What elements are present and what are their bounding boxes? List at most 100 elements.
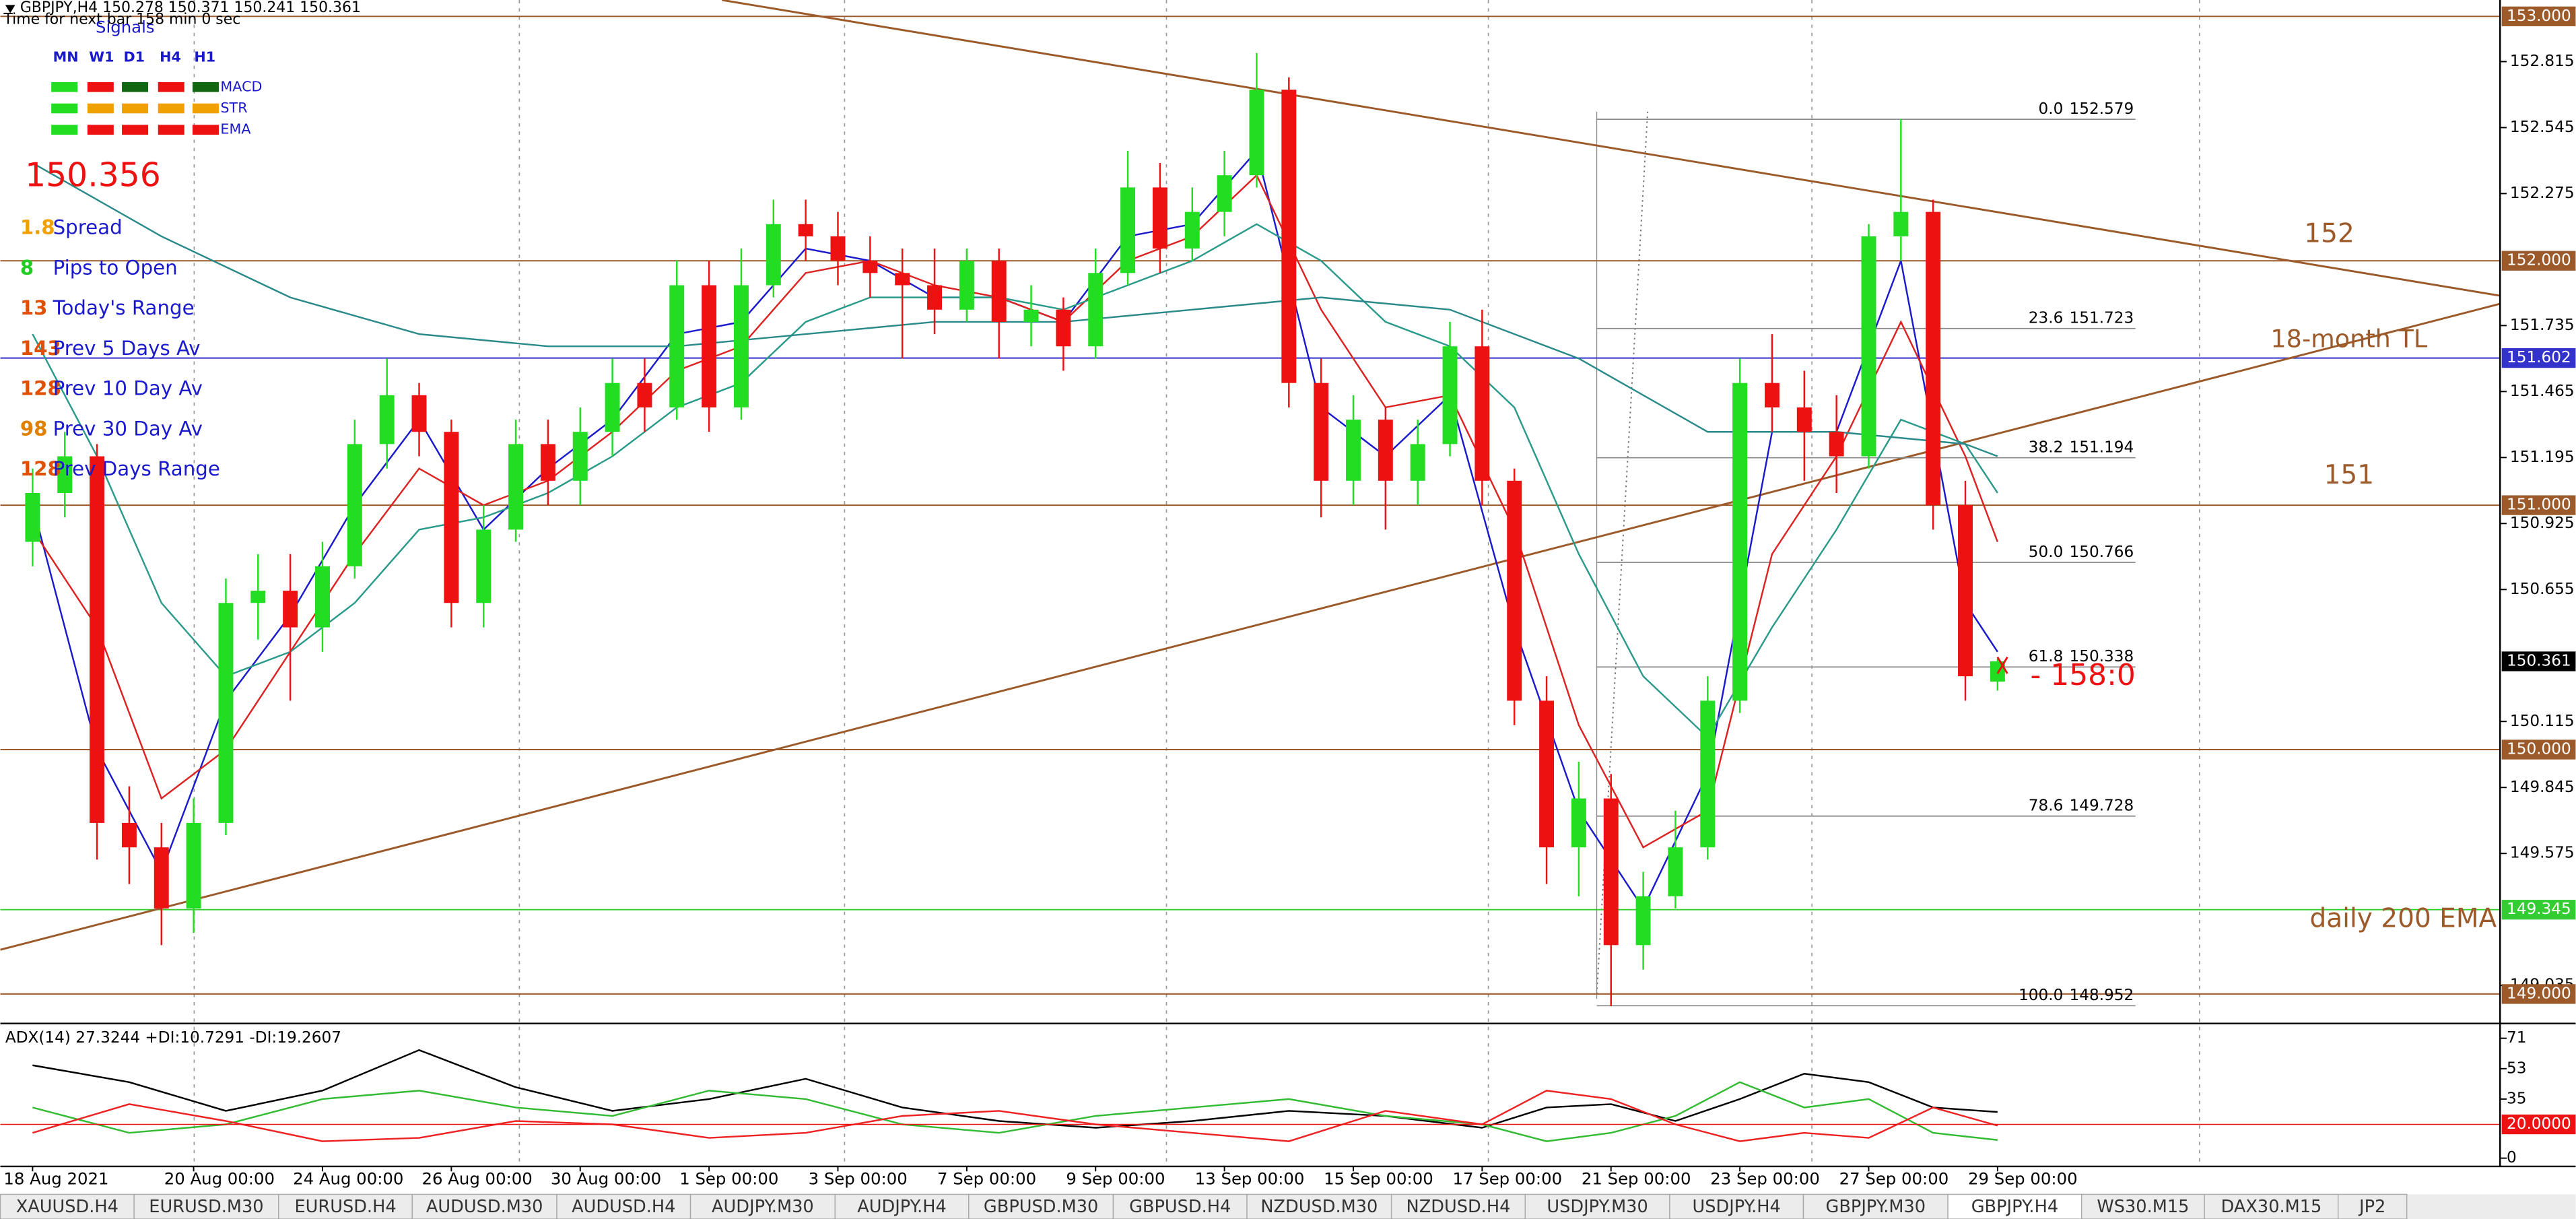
tab[interactable]: [411, 1193, 557, 1219]
price-box: [2501, 495, 2576, 515]
x-tick-label: 21 Sep 00:00: [1582, 1168, 1691, 1188]
x-tick-label: 29 Sep 00:00: [1968, 1168, 2078, 1188]
candle-body: [1635, 896, 1651, 946]
candle-body: [1603, 798, 1619, 946]
tab-label[interactable]: NZDUSD.H4: [1406, 1197, 1511, 1217]
candle-body: [1796, 407, 1812, 432]
tab-label[interactable]: NZDUSD.M30: [1260, 1197, 1378, 1217]
tab[interactable]: [1390, 1193, 1526, 1219]
bar-timer: Time for next bar 158 min 0 sec: [3, 11, 240, 28]
tab-label[interactable]: GBPUSD.M30: [984, 1197, 1098, 1217]
candle-body: [669, 285, 685, 407]
tab[interactable]: [968, 1193, 1114, 1219]
info-value: 1.8: [20, 216, 55, 239]
tab[interactable]: [834, 1193, 970, 1219]
tab[interactable]: [689, 1193, 836, 1219]
candle-body: [540, 444, 555, 481]
tab[interactable]: [1669, 1193, 1804, 1219]
info-label: Prev 30 Day Av: [53, 417, 203, 440]
y-tick-label: 0: [2507, 1148, 2517, 1166]
x-tick-label: 9 Sep 00:00: [1066, 1168, 1165, 1188]
candle-body: [1732, 383, 1748, 701]
info-value: 13: [20, 296, 48, 319]
tab-label[interactable]: JP2: [2358, 1197, 2385, 1217]
price-box: [2501, 900, 2576, 920]
indicator-title: ADX(14) 27.3244 +DI:10.7291 -DI:19.2607: [5, 1028, 341, 1047]
candle-body: [1861, 236, 1876, 457]
candle-body: [798, 224, 813, 236]
indicator-line: [32, 1081, 1998, 1142]
x-tick-label: 18 Aug 2021: [3, 1168, 108, 1188]
info-label: Prev 5 Days Av: [53, 337, 201, 360]
candle-body: [1926, 211, 1941, 506]
candle-body: [572, 432, 588, 481]
candle-body: [1410, 444, 1425, 481]
candle-body: [186, 822, 201, 909]
y-tick-label: 150.655: [2510, 580, 2575, 598]
candle-body: [508, 444, 524, 530]
tab[interactable]: [1524, 1193, 1670, 1219]
tab-label[interactable]: XAUUSD.H4: [16, 1197, 118, 1217]
price-box-label: 149.345: [2507, 900, 2571, 918]
signal-cell: [122, 81, 149, 92]
candle-body: [605, 383, 620, 432]
signal-cell: [87, 125, 114, 135]
tab-label[interactable]: GBPUSD.H4: [1129, 1197, 1231, 1217]
fib-ratio: 78.6: [2029, 797, 2064, 815]
price-box-label: 150.361: [2507, 652, 2571, 670]
tab-label[interactable]: EURUSD.H4: [294, 1197, 396, 1217]
info-value: 8: [20, 256, 34, 279]
tab-label[interactable]: AUDJPY.H4: [857, 1197, 947, 1217]
tab-label[interactable]: DAX30.M15: [2221, 1197, 2322, 1217]
tab[interactable]: [2337, 1193, 2408, 1219]
info-label: Spread: [53, 216, 123, 239]
annotation: 152: [2304, 218, 2354, 249]
signal-cell: [158, 103, 184, 114]
candle-body: [1958, 505, 1973, 677]
candle-body: [1281, 90, 1297, 383]
tab-active[interactable]: [1947, 1193, 2082, 1219]
signal-name: STR: [220, 100, 247, 116]
info-value: 128: [20, 377, 61, 400]
tab-label[interactable]: AUDJPY.M30: [712, 1197, 814, 1217]
price-box: [2501, 251, 2576, 271]
tab[interactable]: [1112, 1193, 1248, 1219]
y-tick-label: 71: [2507, 1028, 2526, 1047]
signal-column: MN: [53, 48, 79, 65]
price-box-label: 151.000: [2507, 496, 2571, 514]
y-tick-label: 53: [2507, 1059, 2526, 1077]
tab[interactable]: [2080, 1193, 2205, 1219]
tab[interactable]: [278, 1193, 413, 1219]
candle-body: [347, 444, 362, 566]
tab-label[interactable]: GBPJPY.H4: [1971, 1197, 2058, 1217]
signal-cell: [87, 103, 114, 114]
signals-title: Signals: [96, 17, 155, 36]
menu-arrow[interactable]: [5, 5, 15, 13]
price-box-label: 149.000: [2507, 984, 2571, 1002]
tab-label[interactable]: GBPJPY.M30: [1826, 1197, 1926, 1217]
candle-body: [121, 822, 137, 848]
signal-cell: [51, 103, 78, 114]
x-tick-label: 13 Sep 00:00: [1195, 1168, 1305, 1188]
adx-pane: ADX(14) 27.3244 +DI:10.7291 -DI:19.2607 7…: [0, 1028, 2576, 1166]
price-box: [2501, 739, 2576, 760]
tab-label[interactable]: WS30.M15: [2097, 1197, 2189, 1217]
tab-label[interactable]: EURUSD.M30: [149, 1197, 263, 1217]
candle-body: [218, 603, 234, 823]
candle-body: [1507, 480, 1522, 701]
candle-body: [1539, 700, 1555, 848]
tab[interactable]: [2204, 1193, 2339, 1219]
tab[interactable]: [556, 1193, 691, 1219]
tab-label[interactable]: USDJPY.H4: [1693, 1197, 1781, 1217]
price-box-label: 152.000: [2507, 251, 2571, 269]
price-pane: 0.0 152.579 23.6 151.723 38.2 151.194 50.0 150.…: [0, 0, 2576, 1188]
tab-label[interactable]: AUDUSD.H4: [572, 1197, 675, 1217]
candle-body: [250, 591, 266, 603]
candle-body: [1475, 346, 1490, 481]
tab-bar: XAUUSD.H4 EURUSD.M30 EURUSD.H4 AUDUSD.M30 AU…: [0, 1193, 2576, 1219]
signal-name: EMA: [220, 121, 250, 137]
arrow-marker: [1996, 656, 2008, 674]
candle-body: [90, 456, 105, 823]
tab-label[interactable]: USDJPY.M30: [1547, 1197, 1648, 1217]
tab-label[interactable]: AUDUSD.M30: [426, 1197, 543, 1217]
